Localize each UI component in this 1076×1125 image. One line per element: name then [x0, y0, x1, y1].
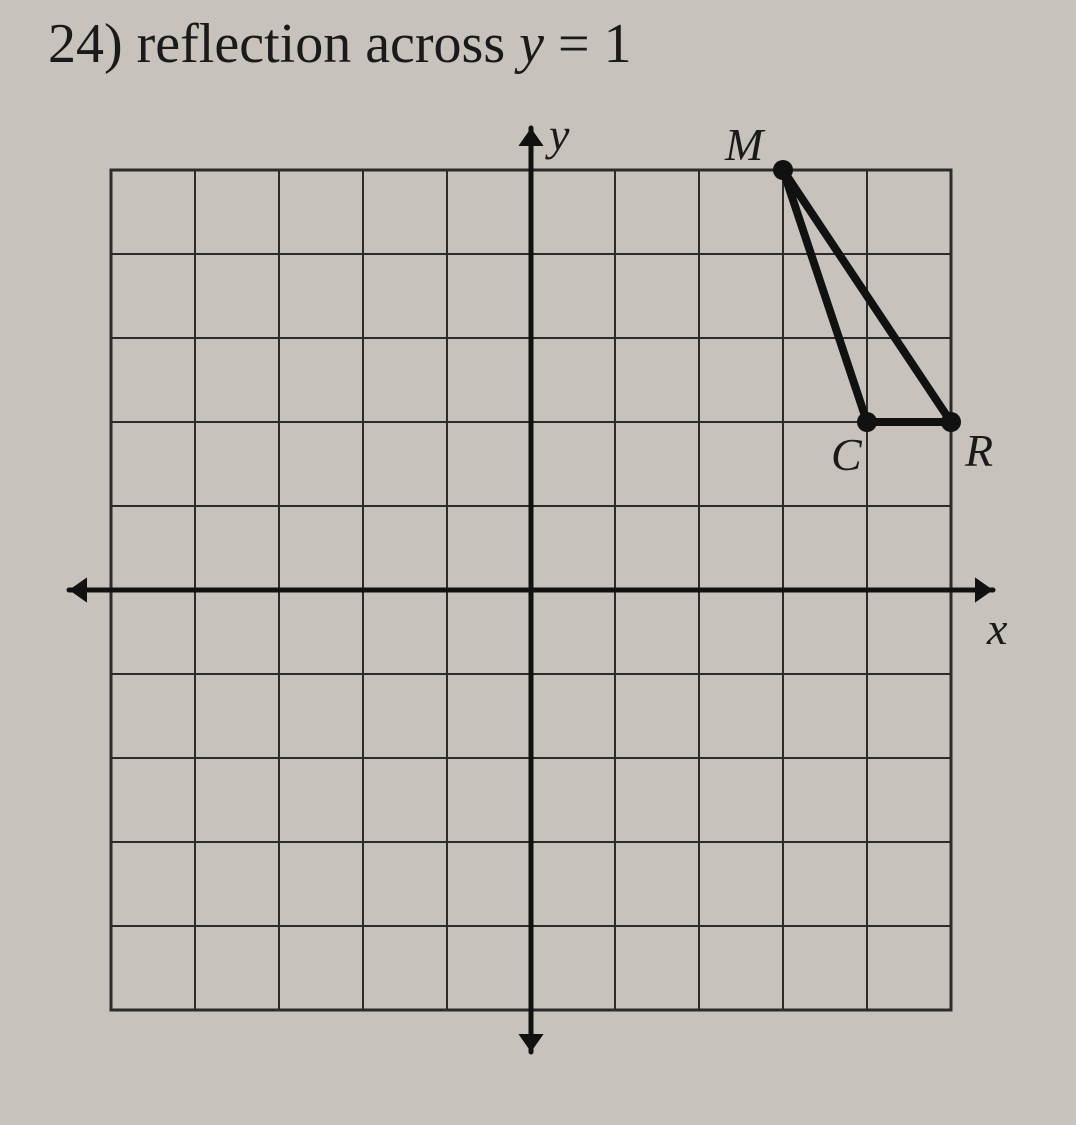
axis-arrow	[518, 128, 543, 146]
y-axis-label: y	[545, 122, 570, 160]
vertex-label-c: C	[831, 429, 863, 480]
problem-number: 24)	[48, 13, 123, 75]
axis-arrow	[518, 1034, 543, 1052]
x-axis-label: x	[986, 603, 1008, 654]
vertex-m	[773, 160, 793, 180]
coordinate-grid: y x M C R	[56, 122, 1036, 1097]
axis-arrow	[975, 577, 993, 602]
axes	[69, 128, 993, 1052]
equation-op: =	[544, 13, 604, 75]
problem-title: 24) reflection across y = 1	[48, 12, 632, 76]
vertex-label-r: R	[964, 425, 993, 476]
axis-arrow	[69, 577, 87, 602]
equation-rhs: 1	[604, 13, 632, 75]
equation-lhs: y	[519, 13, 544, 75]
vertex-r	[941, 412, 961, 432]
problem-text: reflection across	[137, 13, 519, 75]
vertex-label-m: M	[724, 122, 766, 170]
